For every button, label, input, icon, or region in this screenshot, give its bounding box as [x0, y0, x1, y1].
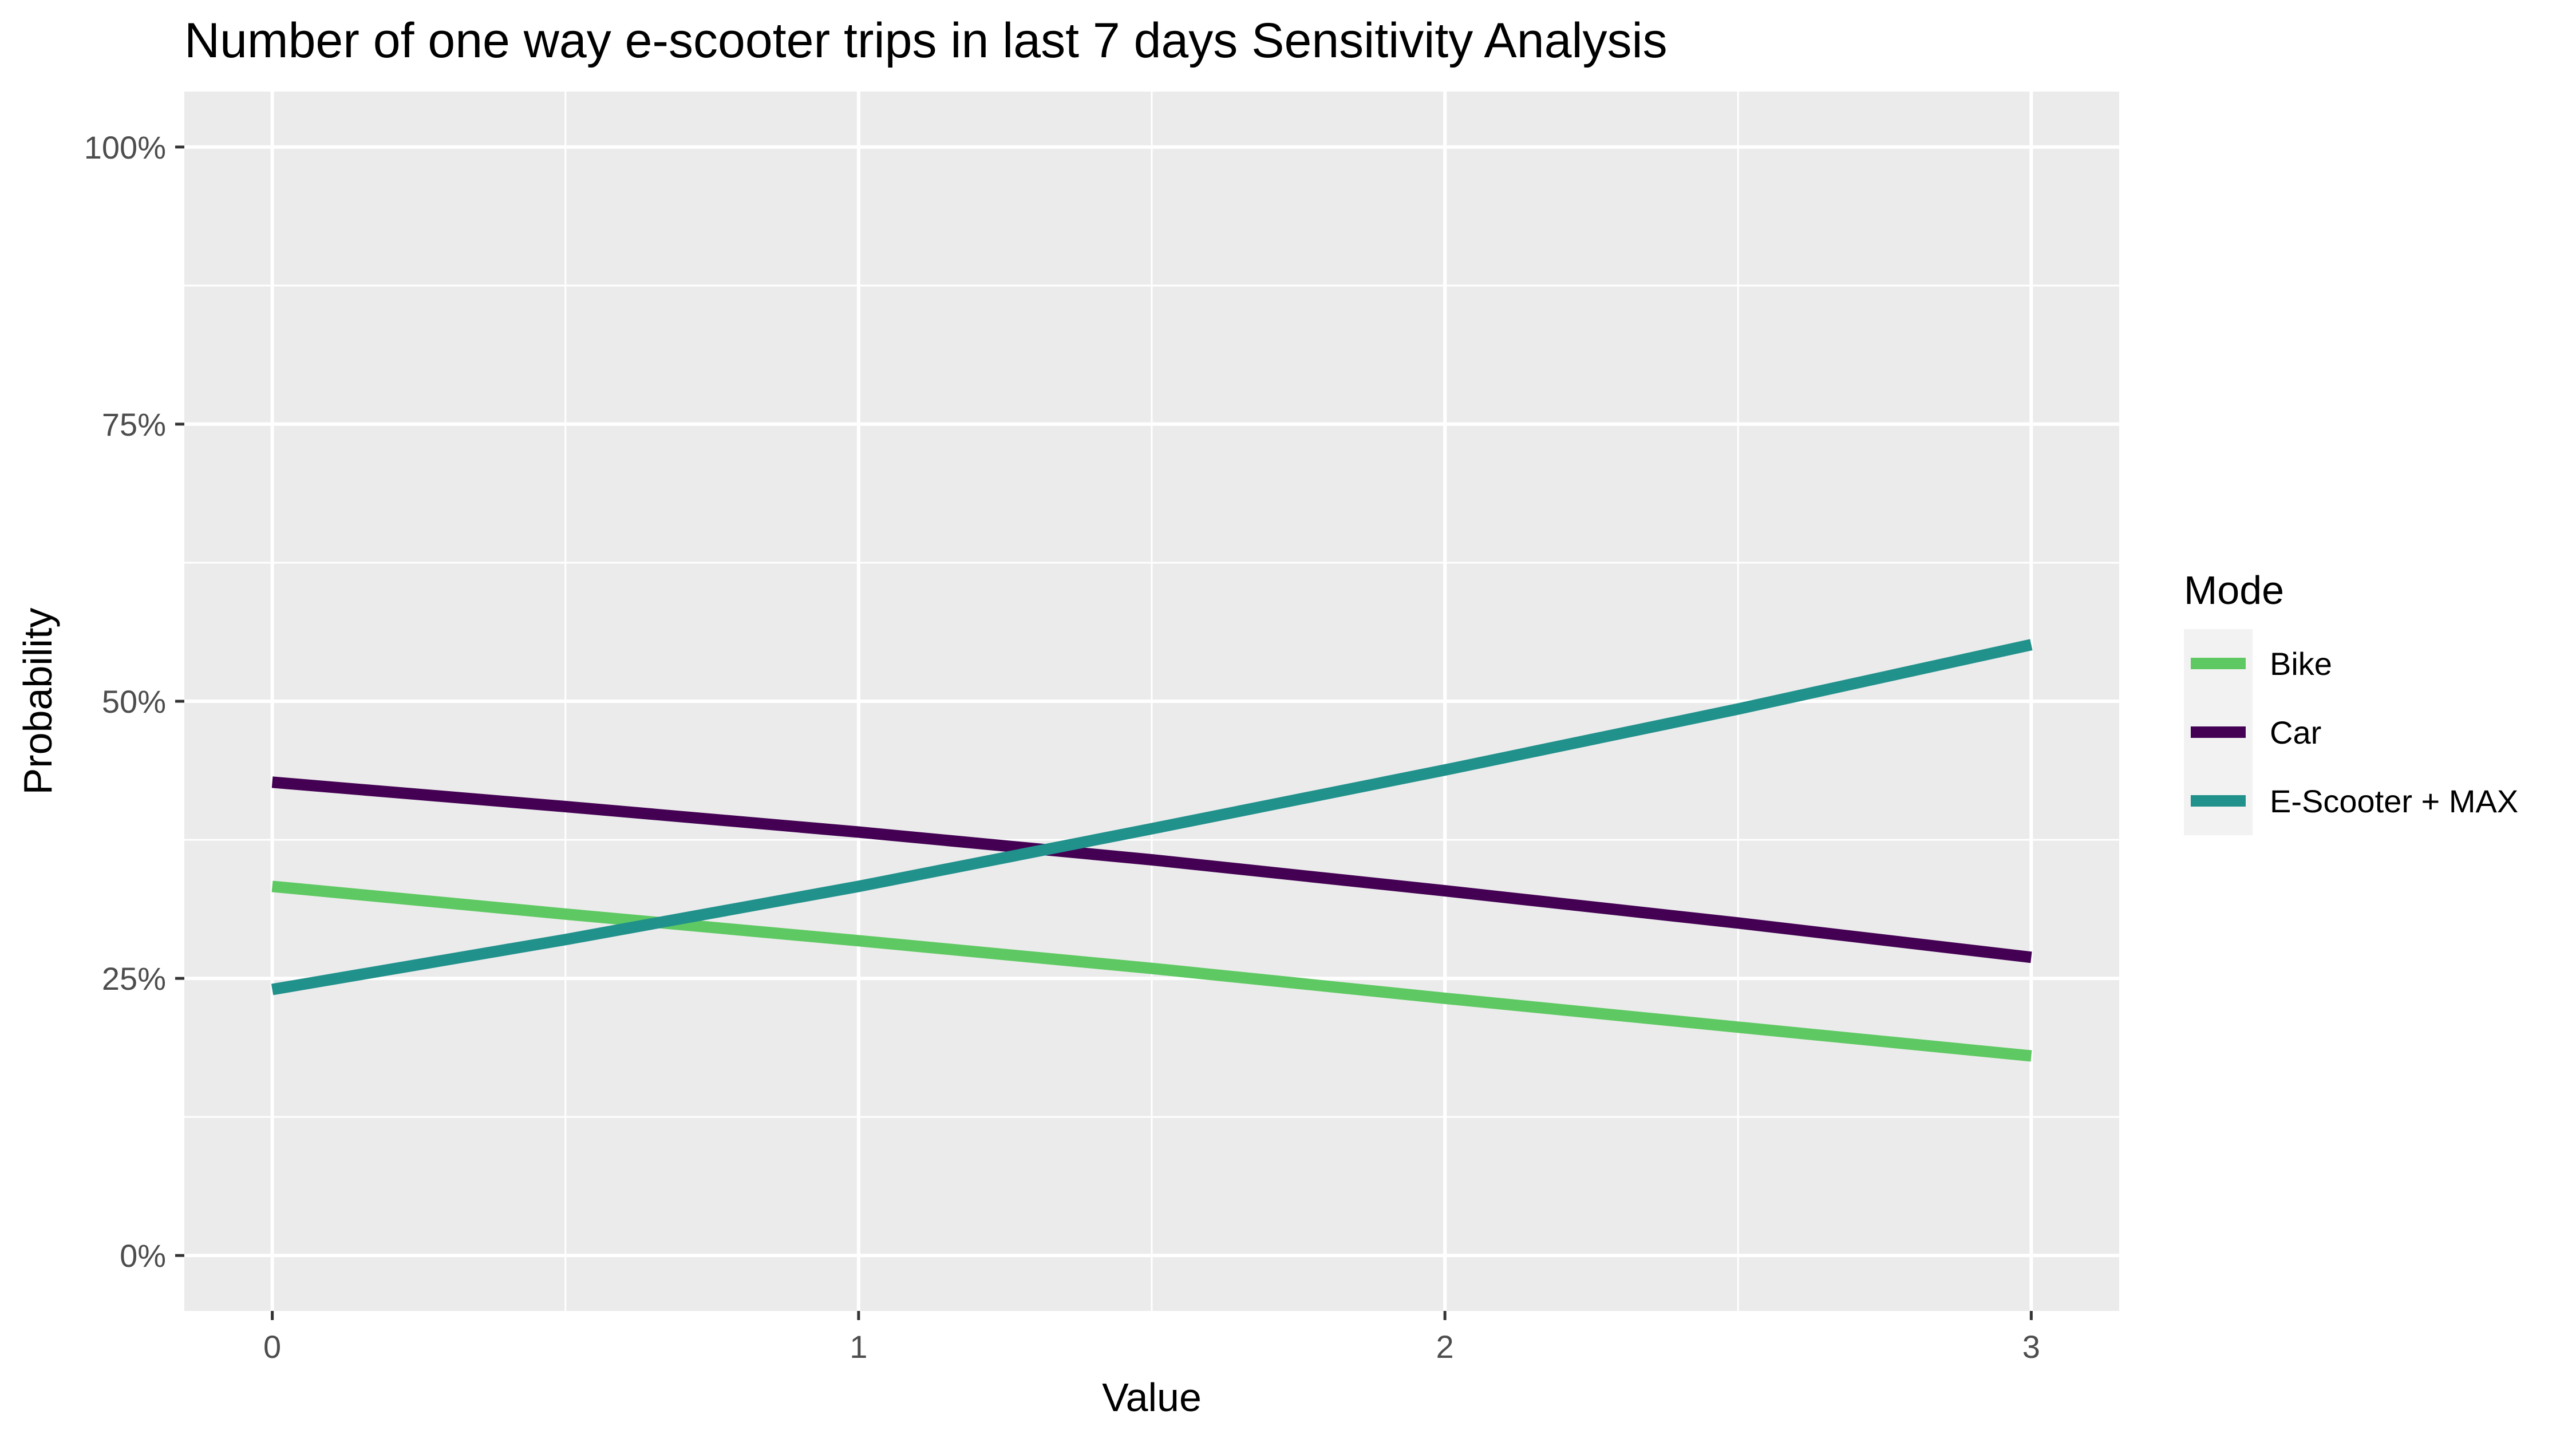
y-axis-ticks: 0% 25% 50% 75% 100% — [84, 129, 184, 1274]
legend-label: Car — [2270, 714, 2321, 750]
x-tick-label: 2 — [1436, 1329, 1454, 1365]
x-tick-label: 0 — [263, 1329, 281, 1365]
chart-title: Number of one way e-scooter trips in las… — [184, 13, 1668, 68]
legend: Mode Bike Car E-Scooter + MAX — [2184, 568, 2518, 835]
y-tick-label: 25% — [102, 961, 166, 997]
y-tick-label: 0% — [120, 1238, 166, 1274]
y-tick-label: 75% — [102, 406, 166, 443]
x-axis-ticks: 0 1 2 3 — [263, 1311, 2040, 1365]
legend-label: Bike — [2270, 646, 2332, 682]
series-lines — [271, 639, 2033, 1062]
y-tick-label: 50% — [102, 684, 166, 720]
y-tick-label: 100% — [84, 129, 166, 165]
series-line-car — [271, 776, 2032, 963]
series-line-e-scooter-max — [271, 639, 2033, 995]
x-axis-title: Value — [1102, 1375, 1202, 1420]
x-tick-label: 3 — [2022, 1329, 2040, 1365]
legend-title: Mode — [2184, 568, 2284, 613]
legend-items: Bike Car E-Scooter + MAX — [2191, 646, 2518, 819]
y-axis-title: Probability — [15, 608, 60, 795]
legend-label: E-Scooter + MAX — [2270, 783, 2518, 819]
major-gridlines — [184, 92, 2119, 1311]
x-tick-label: 1 — [850, 1329, 867, 1365]
series-line-bike — [271, 880, 2032, 1062]
